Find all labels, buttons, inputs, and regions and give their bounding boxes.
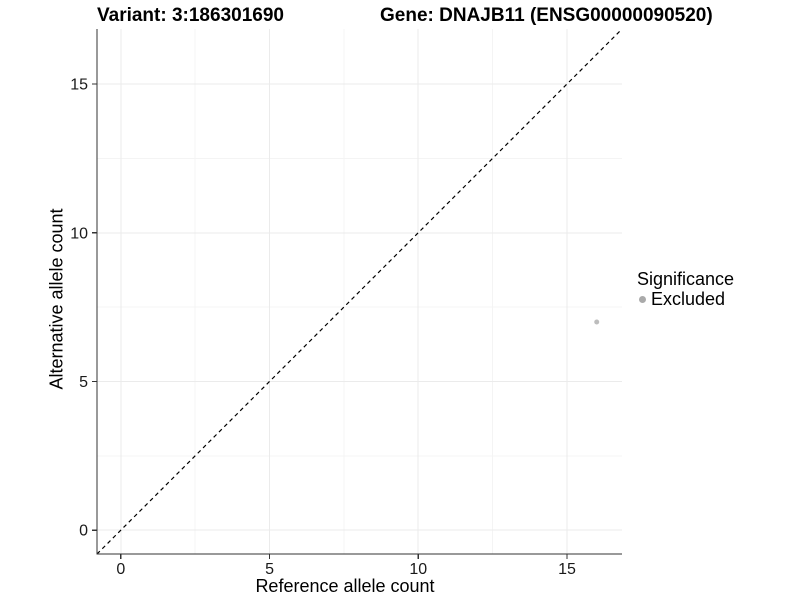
y-tick-label: 0 (79, 523, 88, 540)
y-tick-label: 15 (70, 77, 88, 94)
x-tick-label: 15 (558, 561, 576, 578)
x-axis-title: Reference allele count (255, 576, 435, 596)
legend-item-label: Excluded (651, 289, 726, 309)
y-axis-title: Alternative allele count (46, 208, 67, 390)
x-tick-label: 5 (265, 561, 274, 578)
x-tick-label: 10 (409, 561, 427, 578)
y-tick-label: 5 (79, 374, 88, 391)
legend-title: Significance (637, 269, 735, 289)
identity-reference-line (96, 28, 623, 555)
excluded-point-icon (639, 296, 646, 303)
data-point (594, 319, 600, 325)
x-tick-label: 0 (116, 561, 125, 578)
legend: Significance Excluded (637, 269, 734, 309)
y-tick-label: 10 (70, 225, 88, 242)
variant-title: Variant: 3:186301690 (97, 5, 284, 26)
gene-title: Gene: DNAJB11 (ENSG00000090520) (380, 5, 713, 26)
legend-item-excluded: Excluded (637, 289, 734, 309)
